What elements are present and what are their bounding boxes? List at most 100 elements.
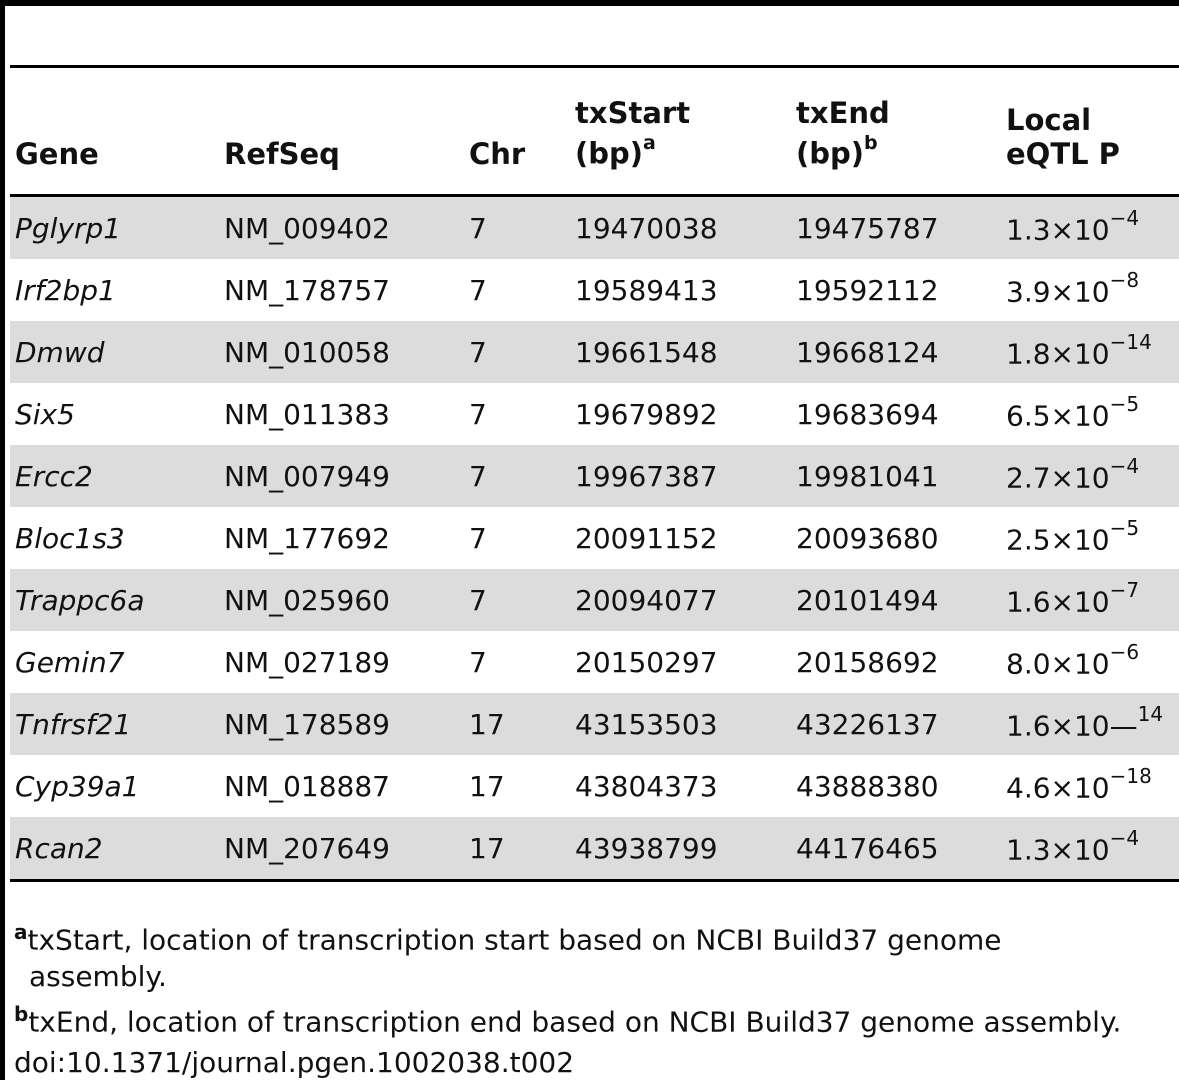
- pval-base: 8.0×10: [1006, 647, 1110, 681]
- table-row: Irf2bp1 NM_178757 7 19589413 19592112 3.9×10−…: [10, 259, 1179, 321]
- gene-cell: Trappc6a: [10, 569, 219, 631]
- footnote-a: atxStart, location of transcription star…: [14, 912, 1179, 994]
- txstart-cell: 19661548: [570, 321, 791, 383]
- pval-cell: 1.6×10−7: [1001, 569, 1179, 631]
- txend-cell: 20101494: [791, 569, 1001, 631]
- gene-cell: Tnfrsf21: [10, 693, 219, 755]
- table-row: Rcan2 NM_207649 17 43938799 44176465 1.3×10−4: [10, 817, 1179, 882]
- pval-base: 3.9×10: [1006, 275, 1110, 309]
- pval-exponent: −8: [1109, 267, 1140, 292]
- header-pval-line1: Local: [1006, 103, 1092, 137]
- refseq-cell: NM_011383: [224, 397, 390, 431]
- pval-exponent: −5: [1109, 391, 1140, 416]
- refseq-cell: NM_018887: [224, 769, 390, 803]
- pval-cell: 1.6×10—14: [1001, 693, 1179, 755]
- table-body: Pglyrp1 NM_009402 7 19470038 19475787 1.3×10−…: [10, 195, 1179, 882]
- chr-cell: 7: [469, 273, 487, 307]
- table-row: Tnfrsf21 NM_178589 17 43153503 43226137 1.6×1…: [10, 693, 1179, 755]
- pval-exponent: −18: [1109, 763, 1152, 788]
- refseq-cell: NM_010058: [219, 321, 464, 383]
- header-txend-line1: txEnd: [796, 96, 890, 131]
- gene-cell: Bloc1s3: [15, 521, 125, 555]
- pval-base: 1.3×10: [1006, 213, 1110, 247]
- chr-cell: 7: [464, 569, 570, 631]
- header-txstart-footnote-mark: a: [643, 132, 656, 155]
- gene-cell: Rcan2: [10, 817, 219, 882]
- header-txstart: txStart (bp)a: [570, 68, 791, 197]
- gene-cell: Six5: [15, 397, 75, 431]
- refseq-cell: NM_007949: [219, 445, 464, 507]
- header-refseq-label: RefSeq: [224, 137, 340, 171]
- header-txend: txEnd (bp)b: [791, 68, 1001, 197]
- pval-exponent: −5: [1109, 515, 1140, 540]
- chr-cell: 17: [464, 693, 570, 755]
- header-gene: Gene: [10, 68, 219, 197]
- pval-exponent: −4: [1109, 825, 1140, 850]
- txend-cell: 44176465: [791, 817, 1001, 882]
- txstart-cell: 19679892: [575, 397, 718, 431]
- table-row: Cyp39a1 NM_018887 17 43804373 43888380 4.6×10…: [10, 755, 1179, 817]
- table-row: Gemin7 NM_027189 7 20150297 20158692 8.0×10−6: [10, 631, 1179, 693]
- gene-cell: Ercc2: [10, 445, 219, 507]
- chr-cell: 17: [464, 817, 570, 882]
- pval-base: 4.6×10: [1006, 771, 1110, 805]
- footnote-a-text: txStart, location of transcription start…: [27, 923, 1002, 957]
- doi: doi:10.1371/journal.pgen.1002038.t002: [14, 1045, 575, 1079]
- pval-cell: 2.7×10−4: [1001, 445, 1179, 507]
- txstart-cell: 43804373: [575, 769, 718, 803]
- refseq-cell: NM_178589: [219, 693, 464, 755]
- header-txstart-line2: (bp): [575, 137, 644, 171]
- pval-cell: 1.3×10−4: [1001, 817, 1179, 882]
- pval-base: 2.5×10: [1006, 523, 1110, 557]
- header-gene-label: Gene: [15, 137, 99, 171]
- refseq-cell: NM_009402: [219, 195, 464, 259]
- header-refseq: RefSeq: [219, 68, 464, 197]
- header-pval: Local eQTL P: [1001, 68, 1179, 197]
- chr-cell: 7: [464, 445, 570, 507]
- gene-cell: Cyp39a1: [15, 769, 140, 803]
- txstart-cell: 43153503: [570, 693, 791, 755]
- refseq-cell: NM_207649: [219, 817, 464, 882]
- pval-cell: 1.8×10−14: [1001, 321, 1179, 383]
- header-top-rule: [10, 65, 1179, 68]
- chr-cell: 17: [469, 769, 505, 803]
- txstart-cell: 19967387: [570, 445, 791, 507]
- header-chr: Chr: [464, 68, 570, 197]
- header-txstart-line1: txStart: [575, 96, 691, 131]
- header-txend-line2: (bp): [796, 137, 865, 171]
- top-border: [0, 0, 1179, 6]
- footnote-b-text: txEnd, location of transcription end bas…: [28, 1005, 1122, 1039]
- table-row: Pglyrp1 NM_009402 7 19470038 19475787 1.3×10−…: [10, 195, 1179, 259]
- txend-cell: 19981041: [791, 445, 1001, 507]
- gene-table: Gene RefSeq Chr txStart (bp)a txEnd (bp)…: [10, 68, 1179, 882]
- left-border: [0, 0, 5, 1080]
- pval-base: 1.8×10: [1006, 337, 1110, 371]
- pval-exponent: −7: [1109, 577, 1140, 602]
- header-chr-label: Chr: [469, 137, 526, 171]
- refseq-cell: NM_178757: [224, 273, 390, 307]
- txend-cell: 20158692: [796, 645, 939, 679]
- txend-cell: 19475787: [791, 195, 1001, 259]
- txend-cell: 20093680: [796, 521, 939, 555]
- txend-cell: 19592112: [796, 273, 939, 307]
- table-row: Trappc6a NM_025960 7 20094077 20101494 1.6×10…: [10, 569, 1179, 631]
- pval-base: 2.7×10: [1006, 461, 1110, 495]
- txend-cell: 43888380: [796, 769, 939, 803]
- footnote-a-continuation: assembly.: [29, 960, 167, 994]
- footnotes: atxStart, location of transcription star…: [14, 912, 1179, 1083]
- pval-base: 1.6×10: [1006, 585, 1110, 619]
- refseq-cell: NM_025960: [219, 569, 464, 631]
- footnote-b-mark: b: [14, 1002, 29, 1027]
- pval-exponent: −6: [1109, 639, 1140, 664]
- refseq-cell: NM_177692: [224, 521, 390, 555]
- table-row: Dmwd NM_010058 7 19661548 19668124 1.8×10−14: [10, 321, 1179, 383]
- refseq-cell: NM_027189: [224, 645, 390, 679]
- txstart-cell: 20150297: [575, 645, 718, 679]
- txstart-cell: 19470038: [570, 195, 791, 259]
- pval-exponent: −4: [1109, 205, 1140, 230]
- table-row: Bloc1s3 NM_177692 7 20091152 20093680 2.5×10−…: [10, 507, 1179, 569]
- pval-cell: 2.5×10−5: [1001, 507, 1179, 569]
- pval-exponent: −14: [1109, 329, 1152, 354]
- chr-cell: 7: [469, 645, 487, 679]
- txstart-cell: 43938799: [570, 817, 791, 882]
